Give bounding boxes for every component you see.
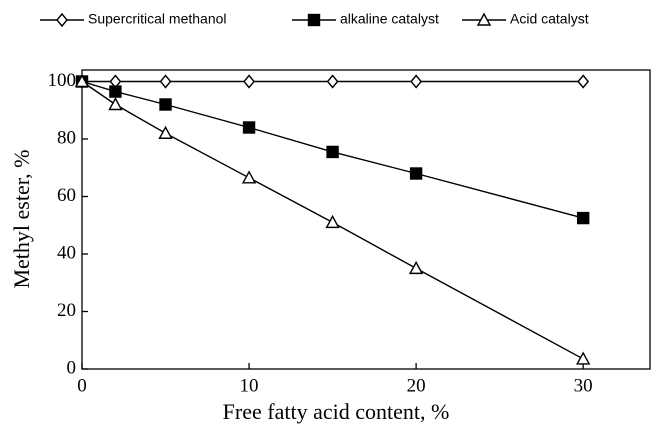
y-tick-label: 0 [67,357,77,378]
x-tick-label: 30 [574,375,593,396]
data-point [241,170,257,184]
data-point [409,167,423,180]
x-tick-label: 0 [77,375,87,396]
data-point [325,214,340,229]
data-point [243,74,255,89]
data-point [109,85,122,98]
x-tick-label: 20 [407,375,426,396]
data-point [326,145,339,159]
data-point [108,97,123,111]
y-tick-label: 80 [57,127,76,148]
x-axis-label: Free fatty acid content, % [223,399,450,424]
y-tick-label: 40 [57,242,76,263]
data-point [576,211,590,225]
data-point [575,351,591,365]
data-point [159,98,172,111]
data-point [159,74,172,89]
data-point [158,125,173,139]
x-tick-label: 10 [240,375,259,396]
legend-label: Acid catalyst [510,11,589,27]
y-tick-label: 100 [48,70,77,91]
legend-label: alkaline catalyst [340,11,439,27]
legend-label: Supercritical methanol [88,11,227,27]
y-tick-label: 60 [57,185,76,206]
plot-frame [81,69,651,370]
data-point [326,74,339,89]
y-tick-label: 20 [57,300,76,321]
data-point [408,260,424,275]
legend-marker [307,13,321,27]
data-point [242,121,256,134]
data-point [410,74,423,89]
data-point [74,74,90,88]
y-axis-label: Methyl ester, % [9,149,34,288]
legend-marker [476,12,492,26]
legend-marker [56,12,68,28]
data-point [577,74,590,89]
